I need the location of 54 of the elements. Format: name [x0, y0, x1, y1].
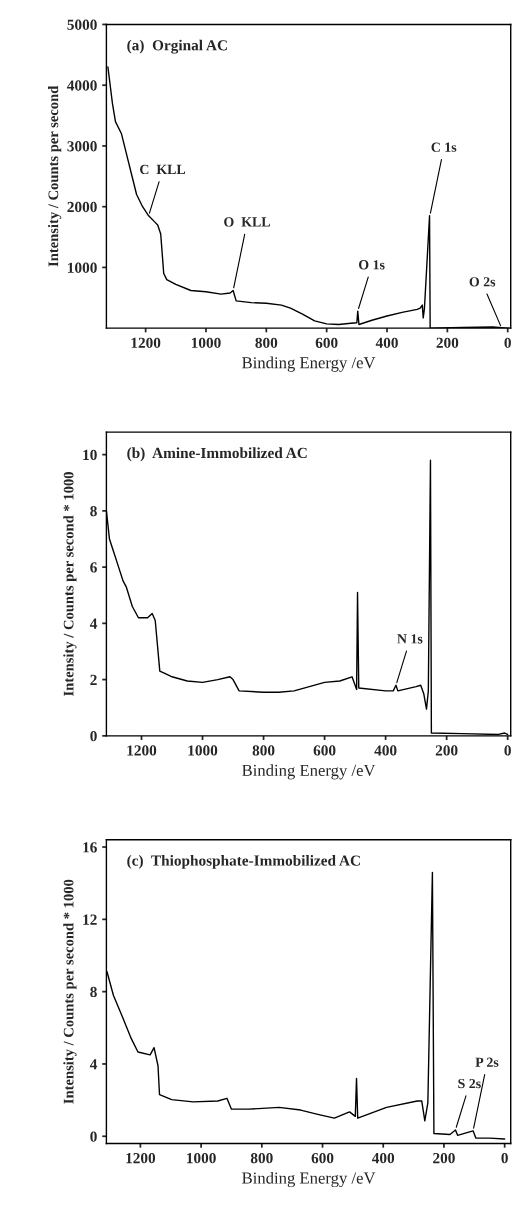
y-tick-label: 4	[89, 618, 98, 629]
y-tick-label: 8	[90, 986, 97, 998]
x-tick-label: 600	[315, 337, 338, 348]
y-tick-label: 4	[89, 1059, 98, 1070]
y-tick-label: 0	[90, 730, 97, 742]
y-axis-title: Intensity / Counts per second	[47, 85, 62, 267]
y-tick-label: 10	[83, 449, 97, 461]
y-tick-label: 2000	[67, 201, 97, 213]
x-tick-label: 1000	[188, 745, 218, 756]
y-tick-label: 12	[83, 914, 97, 925]
y-tick-label: 16	[83, 842, 97, 853]
y-axis-title: Intensity / Counts per second * 1000	[63, 879, 77, 1104]
x-tick-label: 0	[504, 745, 511, 756]
text: (b) Amine-Immobilized AC	[127, 447, 307, 462]
text: (c) Thiophosphate-Immobilized AC	[127, 854, 360, 869]
x-tick-label: 1200	[126, 1152, 156, 1164]
x-tick-label: 200	[436, 337, 459, 348]
annotation: O KLL	[224, 217, 270, 227]
y-tick-label: 1000	[68, 262, 97, 273]
annotation: C 1s	[431, 142, 457, 152]
y-tick-label: 6	[90, 562, 97, 573]
x-axis-title: Binding Energy /eV	[242, 356, 376, 372]
x-tick-label: 1000	[191, 337, 221, 348]
x-tick-label: 1200	[127, 745, 157, 756]
annotation: O 1s	[359, 260, 385, 270]
y-tick-label: 0	[90, 1131, 97, 1142]
x-tick-label: 600	[313, 745, 336, 756]
x-axis-title: Binding Energy /eV	[242, 764, 376, 780]
x-tick-label: 400	[371, 1152, 395, 1164]
annotation: S 2s	[458, 1078, 481, 1089]
x-tick-label: 400	[374, 745, 397, 756]
x-tick-label: 600	[311, 1152, 334, 1164]
x-tick-label: 0	[504, 337, 511, 348]
annotation: O 2s	[469, 277, 496, 287]
x-tick-label: 400	[375, 337, 398, 348]
x-axis-title: Binding Energy /eV	[242, 1171, 376, 1188]
x-tick-label: 800	[255, 337, 278, 348]
y-tick-label: 8	[90, 506, 97, 517]
annotation: N 1s	[397, 634, 423, 644]
x-tick-label: 200	[433, 1152, 455, 1164]
x-tick-label: 800	[252, 745, 275, 756]
y-tick-label: 4000	[67, 80, 97, 91]
x-tick-label: 0	[501, 1152, 508, 1164]
x-tick-label: 1000	[187, 1152, 216, 1164]
x-tick-label: 1200	[131, 337, 161, 348]
annotation: P 2s	[475, 1057, 499, 1067]
y-tick-label: 5000	[67, 19, 97, 30]
x-tick-label: 800	[250, 1152, 273, 1164]
y-tick-label: 2	[90, 674, 97, 685]
annotation: C KLL	[140, 164, 186, 175]
text: (a) Orginal AC	[127, 39, 227, 54]
y-axis-title: Intensity / Counts per second * 1000	[63, 472, 77, 696]
y-tick-label: 3000	[67, 141, 97, 152]
x-tick-label: 200	[435, 745, 458, 756]
